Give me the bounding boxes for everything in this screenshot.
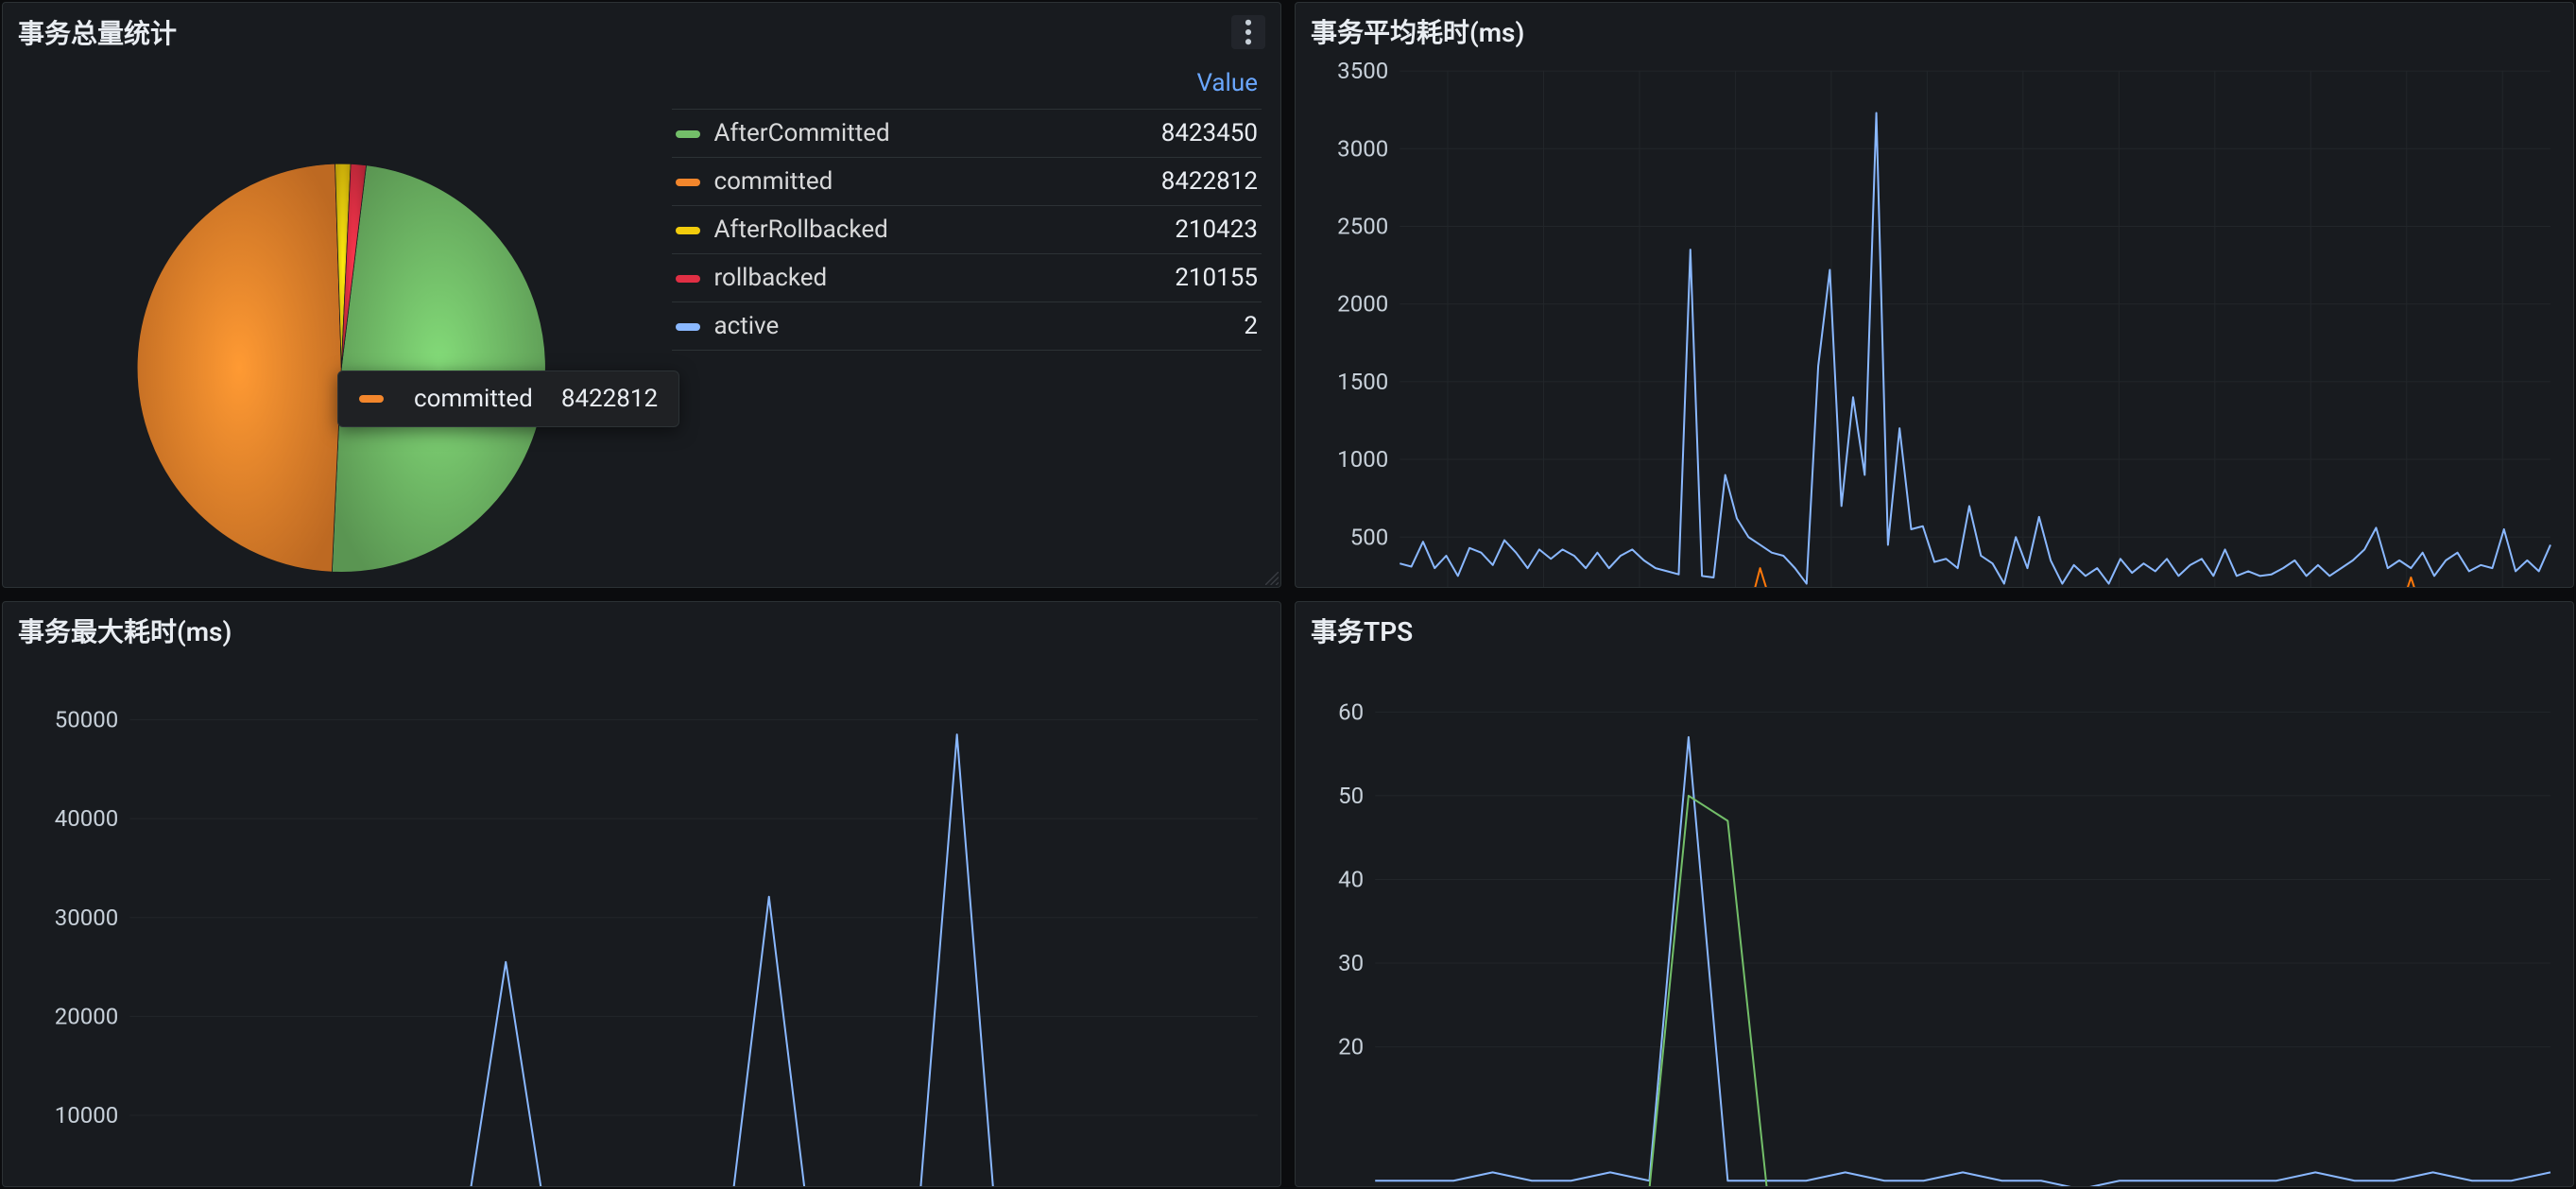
legend-row[interactable]: committed 8422812: [672, 158, 1262, 206]
panel-menu-button[interactable]: [1231, 15, 1265, 49]
panel-header[interactable]: 事务平均耗时(ms): [1296, 3, 2573, 54]
tooltip-value: 8422812: [561, 385, 658, 413]
legend-value: 210155: [1073, 254, 1262, 302]
panel-header[interactable]: 事务TPS: [1296, 602, 2573, 653]
panel-transaction-tps: 事务TPS 20 30 40 50 60: [1295, 601, 2574, 1187]
pie-legend-table: AfterCommitted8423450committed8422812Aft…: [672, 110, 1262, 351]
svg-text:60: 60: [1338, 698, 1364, 725]
resize-handle-icon[interactable]: [1265, 572, 1279, 585]
legend-value: 210423: [1073, 206, 1262, 254]
panel-title: 事务最大耗时(ms): [18, 612, 232, 649]
svg-text:500: 500: [1350, 524, 1389, 550]
legend-swatch: [676, 275, 700, 283]
panel-transaction-max-ms: 事务最大耗时(ms) 10000 20000 30000 40000 50000: [2, 601, 1281, 1187]
svg-text:40: 40: [1338, 866, 1364, 892]
svg-text:20000: 20000: [55, 1003, 119, 1029]
legend-label: active: [713, 312, 779, 340]
legend-value: 2: [1073, 302, 1262, 351]
legend-swatch: [676, 323, 700, 331]
legend-row[interactable]: AfterCommitted 8423450: [672, 110, 1262, 158]
line-chart[interactable]: 10000 20000 30000 40000 50000: [3, 653, 1280, 1187]
line-chart[interactable]: 20 30 40 50 60: [1296, 653, 2573, 1187]
tooltip-label: committed: [414, 385, 533, 413]
svg-text:40000: 40000: [55, 805, 119, 832]
legend-label: committed: [713, 167, 833, 196]
svg-text:2500: 2500: [1337, 213, 1388, 239]
panel-header[interactable]: 事务总量统计: [3, 3, 1280, 56]
svg-text:1000: 1000: [1337, 446, 1388, 473]
legend-row[interactable]: active 2: [672, 302, 1262, 351]
panel-transaction-total: 事务总量统计 committed 8422812 Value AfterComm…: [2, 2, 1281, 588]
legend-swatch: [676, 227, 700, 234]
legend-label: rollbacked: [713, 264, 827, 292]
legend-row[interactable]: AfterRollbacked 210423: [672, 206, 1262, 254]
svg-text:50000: 50000: [55, 706, 119, 732]
tooltip-swatch: [359, 395, 384, 403]
legend-row[interactable]: rollbacked 210155: [672, 254, 1262, 302]
svg-text:50: 50: [1338, 783, 1364, 809]
panel-transaction-avg-ms: 事务平均耗时(ms) 05001000150020002500300035001…: [1295, 2, 2574, 588]
svg-text:20: 20: [1338, 1034, 1364, 1060]
svg-text:3000: 3000: [1337, 135, 1388, 162]
svg-text:30000: 30000: [55, 905, 119, 931]
svg-text:10000: 10000: [55, 1102, 119, 1129]
legend-label: AfterCommitted: [713, 119, 889, 147]
legend-value-header: Value: [672, 63, 1262, 110]
panel-title: 事务总量统计: [18, 13, 177, 51]
pie-chart[interactable]: committed 8422812: [16, 63, 666, 576]
panel-header[interactable]: 事务最大耗时(ms): [3, 602, 1280, 653]
legend-label: AfterRollbacked: [713, 215, 887, 244]
kebab-icon: [1245, 19, 1252, 45]
legend-swatch: [676, 130, 700, 138]
svg-text:30: 30: [1338, 950, 1364, 976]
legend-swatch: [676, 179, 700, 186]
panel-title: 事务平均耗时(ms): [1311, 12, 1524, 50]
svg-text:1500: 1500: [1337, 369, 1388, 395]
svg-text:2000: 2000: [1337, 291, 1388, 318]
legend-value: 8423450: [1073, 110, 1262, 158]
pie-tooltip: committed 8422812: [337, 370, 679, 427]
panel-title: 事务TPS: [1311, 612, 1413, 649]
svg-text:3500: 3500: [1337, 61, 1388, 84]
legend-value: 8422812: [1073, 158, 1262, 206]
line-chart[interactable]: 050010001500200025003000350019:5520:0020…: [1309, 61, 2560, 588]
